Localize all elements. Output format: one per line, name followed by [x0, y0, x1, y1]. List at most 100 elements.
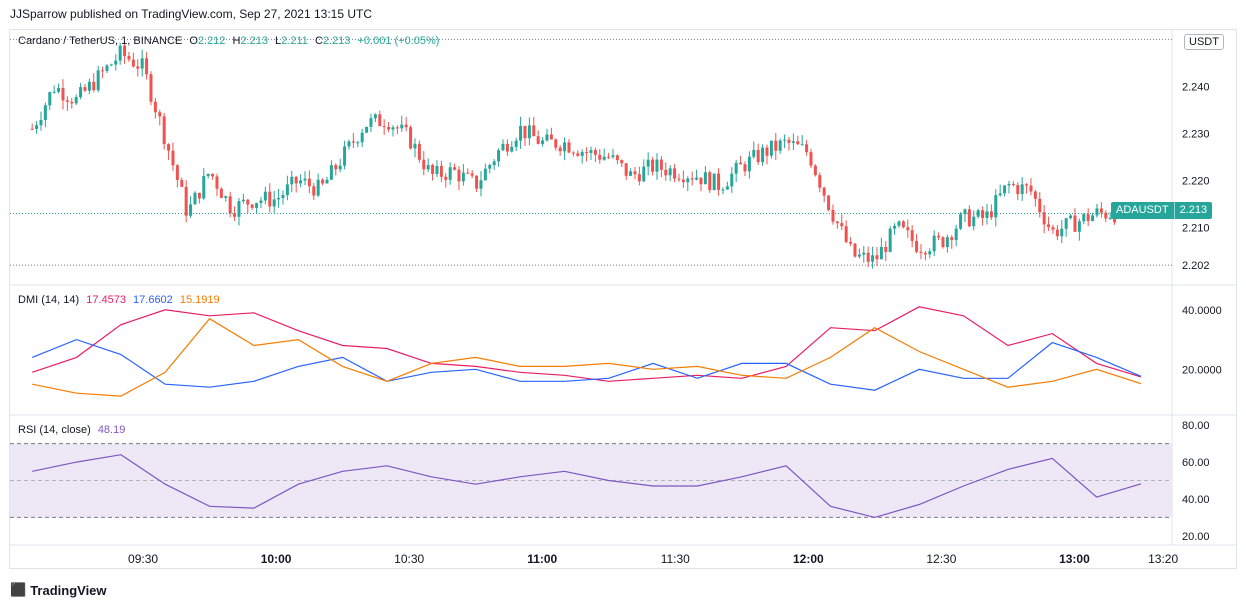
rsi-axis-label: 40.00	[1182, 494, 1210, 506]
candle-body	[149, 74, 153, 102]
candle-body	[158, 112, 162, 117]
candle-body	[483, 168, 487, 181]
rsi-value: 48.19	[97, 424, 126, 436]
candle-body	[615, 155, 619, 161]
candle-body	[131, 59, 135, 67]
candle-body	[629, 171, 633, 176]
open-value: O2.212	[189, 35, 226, 47]
candle-body	[123, 45, 127, 56]
candle-body	[901, 221, 905, 228]
chart-frame[interactable]	[9, 29, 1237, 569]
candle-body	[510, 146, 514, 152]
candle-body	[431, 164, 435, 174]
candle-body	[633, 171, 637, 175]
candle-body	[448, 167, 452, 180]
candle-body	[444, 176, 448, 180]
candle-body	[466, 172, 470, 174]
candle-body	[373, 114, 377, 119]
candle-body	[453, 167, 457, 170]
currency-badge[interactable]: USDT	[1184, 34, 1224, 50]
candle-body	[1016, 185, 1020, 195]
candle-body	[778, 140, 782, 151]
candle-body	[761, 147, 765, 163]
candle-body	[48, 92, 52, 106]
last-price-tag: ADAUSDT 2.213	[1111, 202, 1213, 219]
candle-body	[932, 235, 936, 252]
candle-body	[910, 230, 914, 241]
price-axis-label: 2.202	[1182, 260, 1210, 272]
close-value: C2.213	[314, 35, 351, 47]
candle-body	[140, 58, 144, 69]
candle-body	[976, 210, 980, 217]
candle-body	[87, 81, 91, 91]
candle-body	[527, 125, 531, 139]
candle-body	[813, 165, 817, 176]
candle-body	[787, 139, 791, 143]
candle-body	[329, 165, 333, 180]
candle-body	[79, 87, 83, 98]
candle-body	[338, 165, 342, 170]
candle-body	[1104, 212, 1108, 219]
candle-body	[519, 125, 523, 141]
candle-body	[365, 126, 369, 133]
candle-body	[1073, 215, 1077, 232]
price-axis-label: 2.230	[1182, 128, 1210, 140]
dmi-label[interactable]: DMI (14, 14)	[18, 294, 80, 306]
candle-body	[290, 176, 294, 185]
candle-body	[725, 186, 729, 190]
tradingview-logo[interactable]: ⬛ TradingView	[10, 582, 107, 598]
time-axis-label: 10:30	[394, 552, 424, 566]
candle-body	[1029, 185, 1033, 192]
candle-body	[1099, 208, 1103, 213]
candle-body	[1003, 185, 1007, 194]
candle-body	[167, 144, 171, 151]
candle-body	[589, 149, 593, 154]
rsi-label[interactable]: RSI (14, close)	[18, 424, 91, 436]
candle-body	[246, 199, 250, 205]
candle-body	[461, 172, 465, 182]
candle-body	[105, 65, 109, 71]
candle-body	[184, 186, 188, 216]
symbol-title[interactable]: Cardano / TetherUS, 1, BINANCE	[18, 35, 183, 47]
candle-body	[730, 173, 734, 187]
candle-body	[523, 125, 527, 139]
tradingview-logo-icon: ⬛	[10, 582, 27, 597]
candle-body	[312, 186, 316, 196]
candle-body	[395, 127, 399, 129]
candle-body	[197, 192, 201, 199]
candle-body	[888, 228, 892, 252]
candle-body	[945, 237, 949, 248]
candle-body	[642, 166, 646, 182]
rsi-line	[32, 454, 1142, 519]
candle-body	[875, 255, 879, 260]
candle-body	[831, 209, 835, 222]
candle-body	[241, 199, 245, 202]
candle-body	[321, 179, 325, 184]
candle-body	[915, 240, 919, 252]
candle-body	[488, 165, 492, 169]
candle-body	[409, 127, 413, 149]
candle-body	[708, 172, 712, 191]
candle-body	[805, 144, 809, 153]
candle-body	[136, 66, 140, 69]
candle-body	[145, 58, 149, 75]
candle-body	[343, 146, 347, 166]
candle-body	[998, 193, 1002, 196]
candle-body	[541, 140, 545, 144]
candle-body	[558, 147, 562, 152]
candle-body	[862, 252, 866, 255]
candle-body	[950, 237, 954, 240]
candle-body	[382, 126, 386, 128]
candle-body	[659, 159, 663, 170]
candle-body	[752, 149, 756, 157]
candle-body	[52, 91, 56, 93]
candle-body	[655, 159, 659, 172]
candle-body	[844, 226, 848, 242]
candle-body	[783, 139, 787, 141]
candle-body	[259, 200, 263, 204]
candle-body	[475, 175, 479, 189]
price-axis-label: 2.220	[1182, 176, 1210, 188]
candle-body	[822, 187, 826, 196]
candle-body	[906, 227, 910, 231]
